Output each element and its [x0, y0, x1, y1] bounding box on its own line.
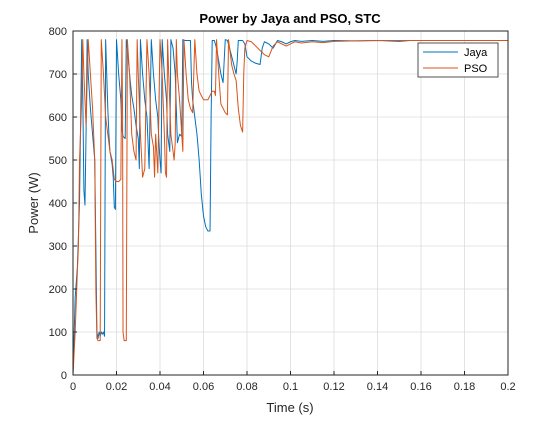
x-tick-label: 0.12	[323, 381, 344, 393]
ticks: 0 0.02 0.04 0.06 0.08 0.1 0.12 0.14 0.16 0.18 0.2 0…	[49, 26, 516, 393]
x-tick-label: 0	[70, 381, 76, 393]
x-tick-label: 0.14	[367, 381, 388, 393]
x-tick-label: 0.2	[500, 381, 515, 393]
y-tick-label: 800	[49, 26, 67, 38]
x-tick-label: 0.08	[236, 381, 257, 393]
y-axis-label: Power (W)	[26, 172, 41, 233]
legend-label-pso: PSO	[464, 63, 488, 75]
x-tick-label: 0.04	[149, 381, 170, 393]
y-tick-label: 600	[49, 112, 67, 124]
y-tick-label: 700	[49, 69, 67, 81]
x-tick-label: 0.1	[283, 381, 298, 393]
y-tick-label: 0	[61, 370, 67, 382]
y-tick-label: 300	[49, 241, 67, 253]
legend-label-jaya: Jaya	[464, 47, 488, 59]
x-tick-label: 0.16	[410, 381, 431, 393]
x-axis-label: Time (s)	[266, 400, 313, 415]
x-tick-label: 0.02	[106, 381, 127, 393]
series-layer	[72, 39, 508, 376]
x-tick-label: 0.06	[193, 381, 214, 393]
y-tick-label: 200	[49, 284, 67, 296]
series-line-jaya	[72, 39, 508, 376]
y-tick-label: 400	[49, 198, 67, 210]
series-line-pso	[72, 39, 508, 376]
legend: Jaya PSO	[417, 42, 499, 78]
x-tick-label: 0.18	[454, 381, 475, 393]
legend-box	[417, 42, 499, 78]
chart-title: Power by Jaya and PSO, STC	[199, 11, 381, 26]
y-tick-label: 500	[49, 155, 67, 167]
y-tick-label: 100	[49, 327, 67, 339]
